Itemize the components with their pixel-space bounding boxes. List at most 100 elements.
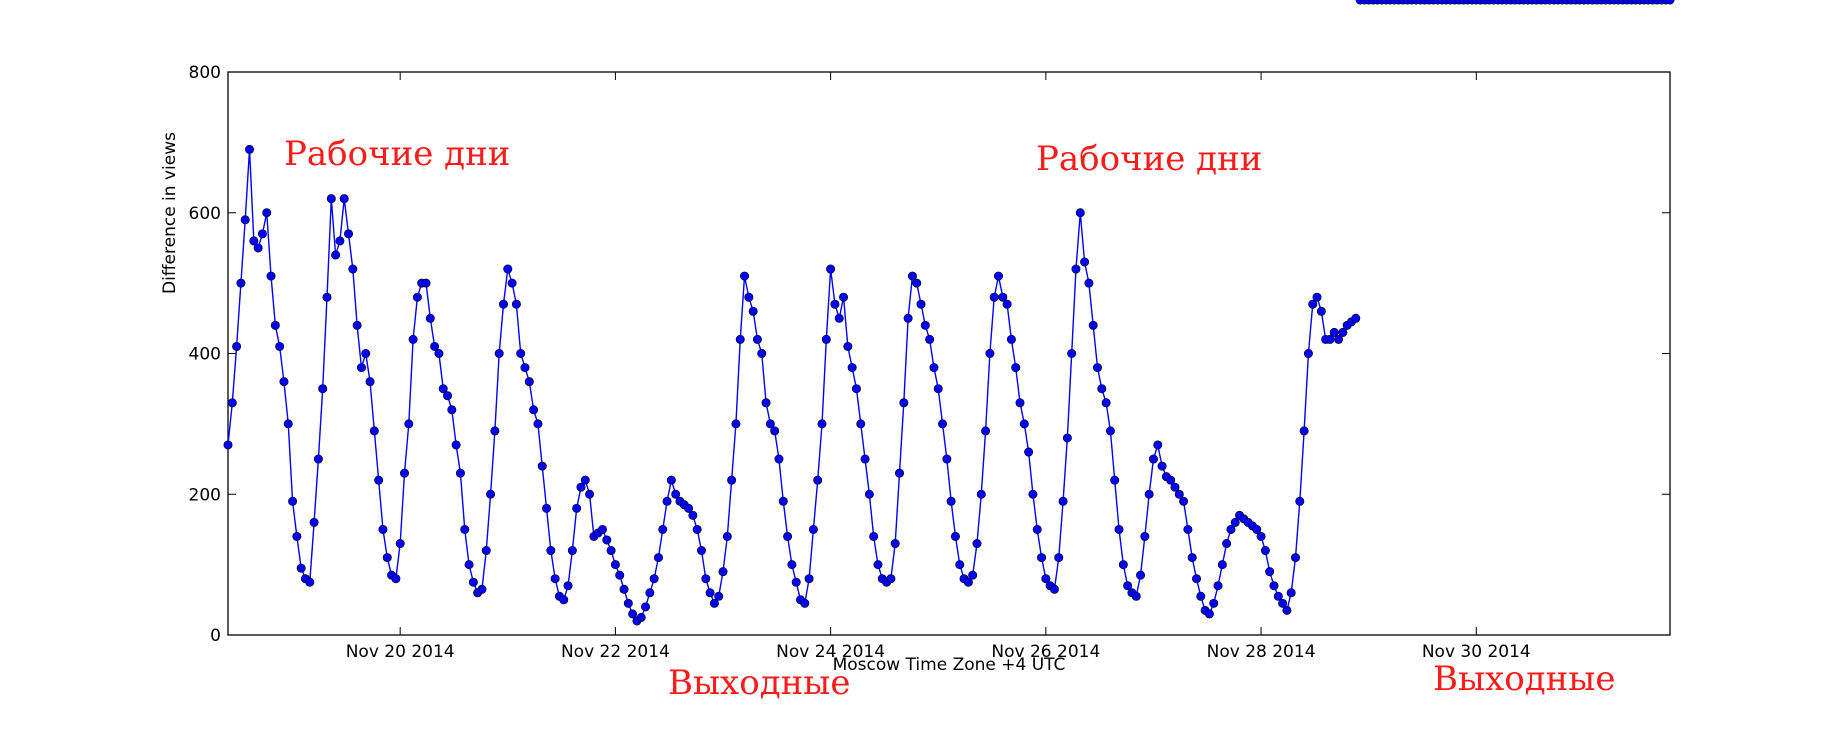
data-point — [955, 560, 965, 570]
data-point — [649, 574, 659, 584]
data-point — [1256, 531, 1266, 541]
data-point — [1269, 581, 1279, 591]
data-point — [873, 560, 883, 570]
data-point — [899, 398, 909, 408]
data-point — [1140, 531, 1150, 541]
data-point — [223, 440, 233, 450]
data-point — [1097, 384, 1107, 394]
data-point — [821, 334, 831, 344]
data-point — [684, 503, 694, 513]
data-point — [425, 313, 435, 323]
data-point — [365, 377, 375, 387]
y-tick-label: 200 — [189, 485, 221, 505]
data-point — [326, 194, 336, 204]
data-point — [232, 341, 242, 351]
data-point — [270, 320, 280, 330]
data-point — [856, 419, 866, 429]
annotation-weekend-1: Выходные — [668, 663, 850, 703]
data-point — [421, 278, 431, 288]
data-point — [546, 546, 556, 556]
data-point — [369, 426, 379, 436]
data-point — [666, 475, 676, 485]
x-axis-label: Moscow Time Zone +4 UTC — [833, 655, 1066, 675]
data-point — [374, 475, 384, 485]
data-point — [245, 144, 255, 154]
data-point — [1230, 517, 1240, 527]
data-point — [688, 510, 698, 520]
data-point — [460, 524, 470, 534]
data-point — [869, 531, 879, 541]
data-point — [653, 553, 663, 563]
data-point — [1217, 560, 1227, 570]
data-point — [1075, 208, 1085, 218]
data-point — [714, 591, 724, 601]
data-point — [748, 306, 758, 316]
data-point — [1170, 482, 1180, 492]
data-point — [628, 609, 638, 619]
data-point — [498, 299, 508, 309]
data-point — [1024, 447, 1034, 457]
data-point — [481, 546, 491, 556]
data-point — [322, 292, 332, 302]
data-point — [830, 299, 840, 309]
data-point — [1088, 320, 1098, 330]
data-point — [292, 531, 302, 541]
data-point — [257, 229, 267, 239]
data-point — [757, 348, 767, 358]
data-point — [610, 560, 620, 570]
data-point — [1196, 591, 1206, 601]
data-point — [709, 598, 719, 608]
data-point — [309, 517, 319, 527]
data-point — [916, 299, 926, 309]
data-point — [1226, 524, 1236, 534]
data-point — [486, 489, 496, 499]
data-point — [1174, 489, 1184, 499]
data-point — [438, 384, 448, 394]
y-tick-label: 800 — [189, 63, 221, 83]
x-tick-label: Nov 30 2014 — [1422, 642, 1531, 662]
data-point — [451, 440, 461, 450]
data-point — [356, 363, 366, 373]
y-axis-ticks: 0 200 400 600 800 — [189, 63, 1670, 646]
data-point — [1062, 433, 1072, 443]
data-point — [1011, 363, 1021, 373]
data-point — [826, 264, 836, 274]
data-point — [839, 292, 849, 302]
data-point — [559, 595, 569, 605]
data-point — [331, 250, 341, 260]
data-point — [262, 208, 272, 218]
data-point — [477, 584, 487, 594]
data-point — [1351, 313, 1361, 323]
data-point — [615, 570, 625, 580]
y-axis-label: Difference in views — [160, 132, 180, 294]
data-point — [275, 341, 285, 351]
data-point — [641, 602, 651, 612]
data-point — [382, 553, 392, 563]
data-point — [249, 236, 259, 246]
data-point — [929, 363, 939, 373]
series-layer — [223, 0, 1675, 626]
data-point — [533, 419, 543, 429]
data-point — [288, 496, 298, 506]
data-point — [580, 475, 590, 485]
data-point — [1084, 278, 1094, 288]
data-point — [305, 577, 315, 587]
data-point — [1080, 257, 1090, 267]
data-point — [434, 348, 444, 358]
data-point — [1187, 553, 1197, 563]
x-tick-label: Nov 24 2014 — [776, 642, 885, 662]
x-tick-label: Nov 28 2014 — [1207, 642, 1316, 662]
data-point — [455, 468, 465, 478]
data-point — [503, 264, 513, 274]
data-point — [404, 419, 414, 429]
data-point — [864, 489, 874, 499]
data-point — [507, 278, 517, 288]
annotation-weekdays-2: Рабочие дни — [1036, 139, 1262, 179]
data-point — [942, 454, 952, 464]
data-point — [636, 612, 646, 622]
data-point — [1282, 605, 1292, 615]
data-point — [963, 577, 973, 587]
data-point — [464, 560, 474, 570]
data-point — [1265, 567, 1275, 577]
